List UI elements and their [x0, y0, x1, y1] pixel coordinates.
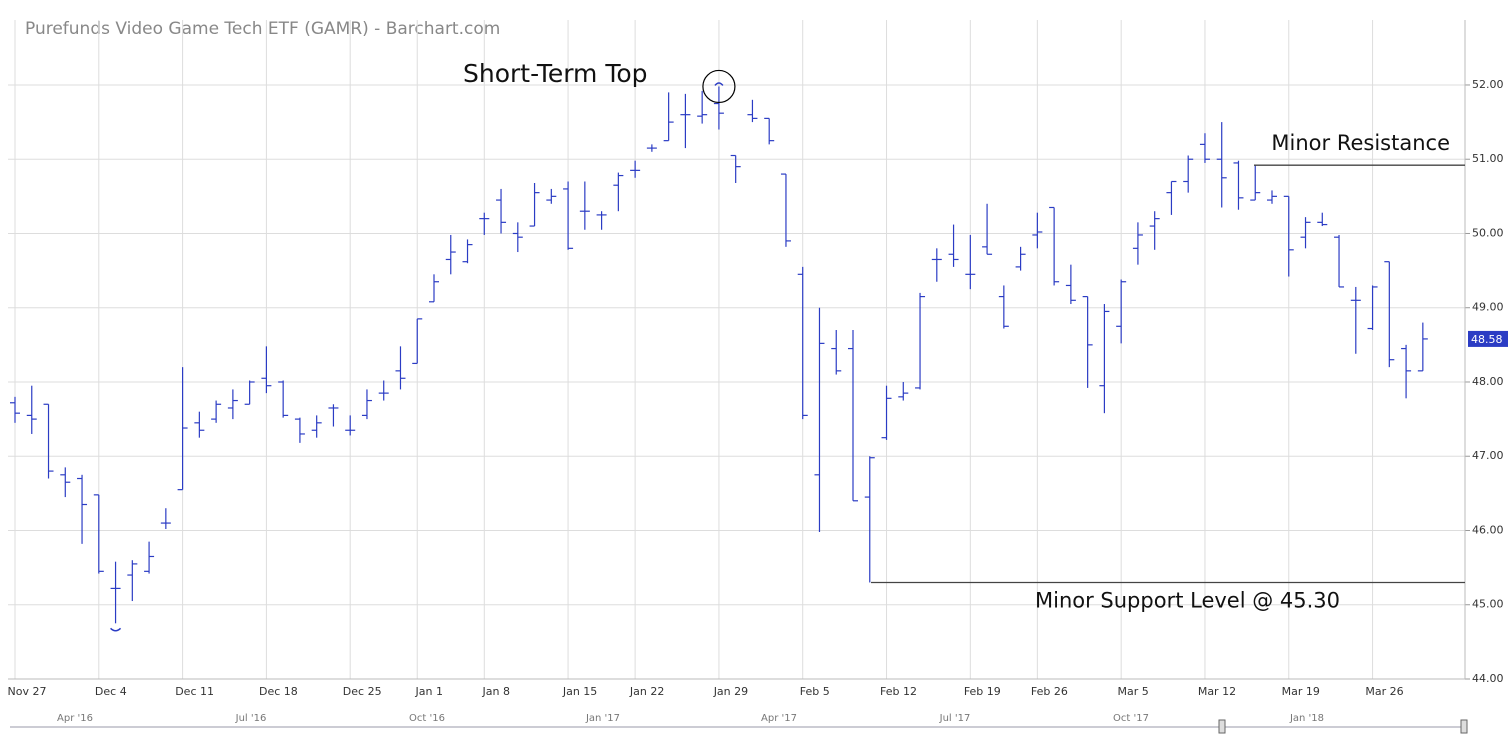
last-price-box	[1468, 330, 1508, 347]
x-tick-label: Feb 26	[1031, 685, 1068, 698]
annotation: Minor Support Level @ 45.30	[1035, 588, 1340, 612]
navigator-label: Oct '16	[409, 713, 445, 724]
x-tick-label: Feb 5	[800, 685, 830, 698]
x-tick-label: Jan 15	[562, 685, 597, 698]
last-price-label: 48.58	[1471, 333, 1503, 346]
y-tick-label: 48.00	[1472, 375, 1504, 388]
x-tick-label: Jan 29	[713, 685, 748, 698]
x-tick-label: Feb 12	[880, 685, 917, 698]
annotation: Short-Term Top	[463, 59, 648, 88]
x-tick-label: Mar 5	[1118, 685, 1149, 698]
x-tick-label: Dec 25	[343, 685, 382, 698]
navigator-label: Jul '17	[939, 713, 971, 724]
y-tick-label: 50.00	[1472, 226, 1504, 239]
x-tick-label: Mar 12	[1198, 685, 1236, 698]
navigator-handle[interactable]	[1460, 719, 1468, 734]
y-tick-label: 49.00	[1472, 301, 1504, 314]
navigator-label: Oct '17	[1113, 713, 1149, 724]
x-tick-label: Feb 19	[964, 685, 1001, 698]
low-marker	[110, 627, 122, 632]
x-tick-label: Jan 22	[629, 685, 664, 698]
y-tick-label: 51.00	[1472, 152, 1504, 165]
x-tick-label: Dec 11	[175, 685, 214, 698]
navigator-label: Apr '17	[761, 713, 797, 724]
y-tick-label: 45.00	[1472, 598, 1504, 611]
navigator-label: Jan '17	[585, 713, 620, 724]
x-tick-label: Jan 1	[415, 685, 443, 698]
x-tick-label: Dec 4	[95, 685, 127, 698]
y-tick-label: 44.00	[1472, 672, 1504, 685]
chart-title: Purefunds Video Game Tech ETF (GAMR) - B…	[25, 19, 500, 39]
navigator-label: Jul '16	[235, 713, 267, 724]
x-tick-label: Mar 26	[1365, 685, 1403, 698]
navigator-label: Apr '16	[57, 713, 93, 724]
navigator-label: Jan '18	[1289, 713, 1324, 724]
annotation: Minor Resistance	[1271, 131, 1450, 155]
y-tick-label: 47.00	[1472, 449, 1504, 462]
x-tick-label: Nov 27	[8, 685, 47, 698]
x-tick-label: Mar 19	[1282, 685, 1320, 698]
x-tick-label: Jan 8	[482, 685, 510, 698]
high-marker	[714, 82, 724, 86]
navigator-handle[interactable]	[1218, 719, 1226, 734]
annotation-circle	[702, 69, 736, 104]
y-tick-label: 52.00	[1472, 78, 1504, 91]
y-tick-label: 46.00	[1472, 523, 1504, 536]
x-tick-label: Dec 18	[259, 685, 298, 698]
